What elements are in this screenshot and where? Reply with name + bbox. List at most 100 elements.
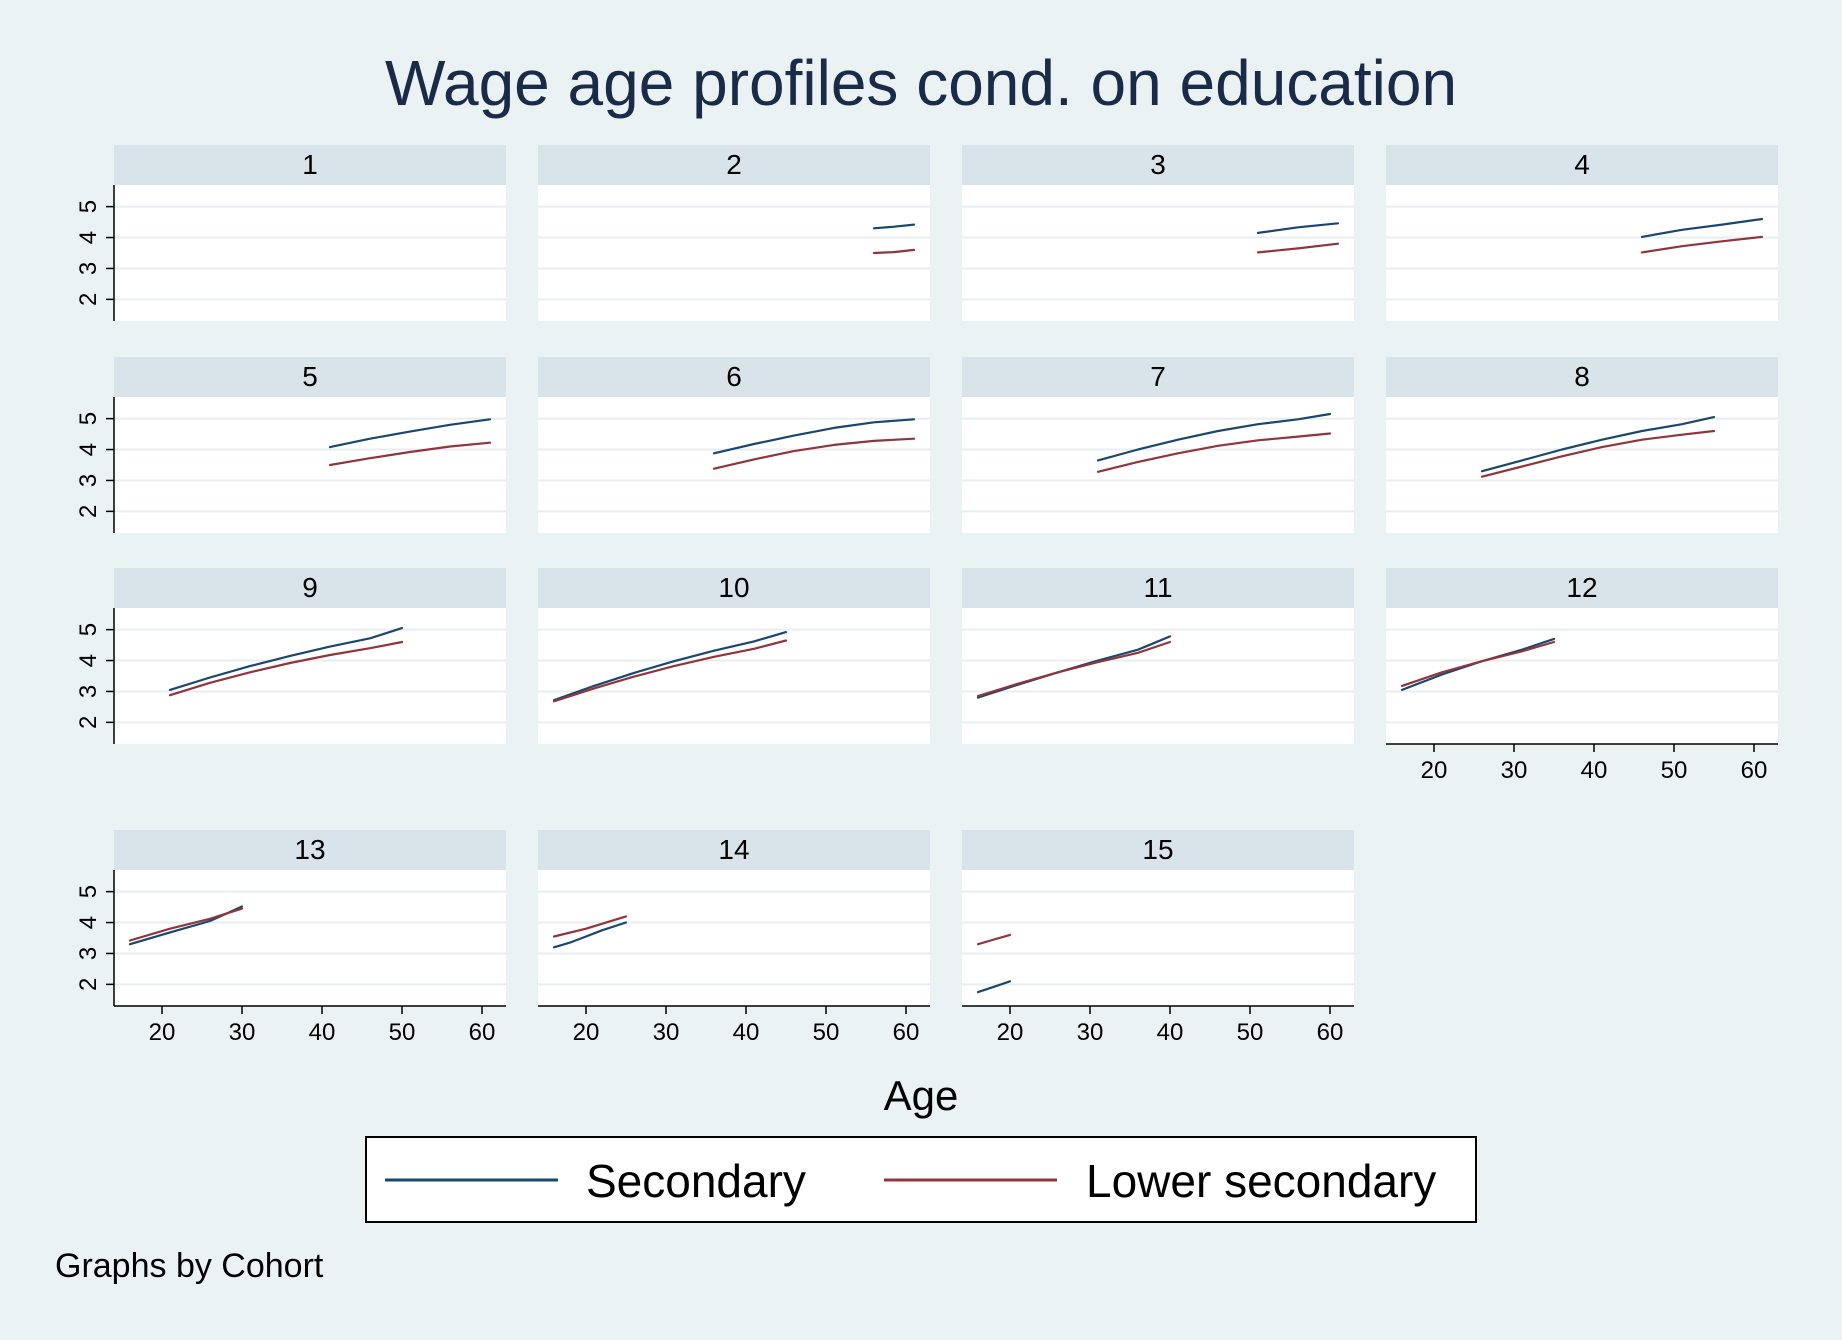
y-tick-label: 2 (75, 978, 102, 991)
panel-header (1386, 568, 1778, 608)
plot-area (538, 185, 930, 321)
y-tick-label: 2 (75, 716, 102, 729)
panel-12: 12 20 30 40 50 60 (1386, 568, 1778, 784)
plot-area (114, 397, 506, 533)
plot-area (1386, 608, 1778, 744)
series-line-secondary (1640, 217, 1764, 238)
x-tick-label: 60 (1741, 757, 1768, 784)
panel-label: 8 (1574, 361, 1590, 392)
series-line-lower-secondary (1256, 242, 1340, 254)
y-tick-label: 2 (75, 505, 102, 518)
panel-header (962, 145, 1354, 185)
series-line-lower-secondary (552, 915, 628, 938)
panel-10: 10 (538, 568, 930, 744)
panel-6: 6 (538, 357, 930, 533)
panel-label: 2 (726, 149, 742, 180)
y-tick-label: 3 (75, 685, 102, 698)
series-line-secondary (168, 626, 404, 692)
series-line-lower-secondary (1400, 640, 1556, 688)
x-tick-label: 50 (1237, 1019, 1264, 1046)
legend-label-secondary: Secondary (586, 1155, 806, 1207)
x-tick-label: 30 (1077, 1019, 1104, 1046)
panel-header (1386, 357, 1778, 397)
panel-header (538, 568, 930, 608)
x-tick-label: 40 (309, 1019, 336, 1046)
y-tick-label: 5 (75, 623, 102, 636)
x-tick-label: 20 (997, 1019, 1024, 1046)
panel-3: 3 (962, 145, 1354, 321)
panel-15: 15 20 30 40 50 60 (962, 830, 1354, 1046)
x-tick-label: 50 (389, 1019, 416, 1046)
series-line-lower-secondary (552, 639, 788, 703)
plot-area (962, 608, 1354, 744)
legend-label-lower-secondary: Lower secondary (1086, 1155, 1436, 1207)
y-tick-label: 4 (75, 443, 102, 456)
graphs-note: Graphs by Cohort (55, 1247, 324, 1285)
panel-header (114, 145, 506, 185)
panel-header (114, 830, 506, 870)
series-line-lower-secondary (976, 640, 1172, 698)
x-tick-label: 20 (1421, 757, 1448, 784)
panel-header (538, 357, 930, 397)
series-line-secondary (712, 418, 916, 455)
y-tick-label: 4 (75, 916, 102, 929)
series-line-lower-secondary (168, 640, 404, 697)
legend: Secondary Lower secondary (365, 1136, 1477, 1223)
series-line-secondary (1256, 222, 1340, 234)
series-line-lower-secondary (1480, 429, 1716, 478)
panel-label: 9 (302, 572, 318, 603)
panel-4: 4 (1386, 145, 1778, 321)
plot-area (962, 870, 1354, 1006)
series-line-lower-secondary (872, 248, 916, 255)
panel-label: 10 (718, 572, 749, 603)
series-line-lower-secondary (1640, 235, 1764, 254)
panel-label: 3 (1150, 149, 1166, 180)
panel-label: 4 (1574, 149, 1590, 180)
panel-5: 5 2 3 4 5 (75, 357, 506, 533)
plot-area (114, 870, 506, 1006)
series-line-lower-secondary (1096, 432, 1332, 473)
x-tick-label: 60 (469, 1019, 496, 1046)
panel-header (962, 357, 1354, 397)
panel-label: 12 (1566, 572, 1597, 603)
y-tick-label: 4 (75, 654, 102, 667)
panel-header (962, 830, 1354, 870)
series-line-lower-secondary (976, 933, 1012, 946)
plot-area (962, 185, 1354, 321)
series-line-secondary (328, 418, 492, 449)
x-tick-label: 40 (1157, 1019, 1184, 1046)
x-tick-label: 20 (573, 1019, 600, 1046)
y-tick-label: 5 (75, 412, 102, 425)
x-axis-label: Age (884, 1072, 959, 1119)
y-tick-label: 5 (75, 885, 102, 898)
panel-label: 11 (1143, 572, 1172, 603)
panel-header (962, 568, 1354, 608)
series-line-secondary (552, 630, 788, 702)
panel-9: 9 2 3 4 5 (75, 568, 506, 744)
panel-2: 2 (538, 145, 930, 321)
y-tick-label: 3 (75, 474, 102, 487)
panel-label: 14 (718, 834, 749, 865)
x-tick-label: 50 (813, 1019, 840, 1046)
panel-label: 7 (1150, 361, 1166, 392)
x-tick-label: 40 (1581, 757, 1608, 784)
series-line-secondary (872, 223, 916, 230)
panel-1: 1 2 3 4 5 (75, 145, 506, 321)
panel-header (114, 568, 506, 608)
panel-label: 1 (302, 149, 318, 180)
panel-label: 6 (726, 361, 742, 392)
panel-8: 8 (1386, 357, 1778, 533)
plot-area (962, 397, 1354, 533)
y-tick-label: 2 (75, 293, 102, 306)
plot-area (538, 870, 930, 1006)
plot-area (114, 608, 506, 744)
x-tick-label: 50 (1661, 757, 1688, 784)
series-line-lower-secondary (328, 441, 492, 467)
x-tick-label: 20 (149, 1019, 176, 1046)
series-line-secondary (976, 980, 1012, 994)
x-tick-label: 30 (653, 1019, 680, 1046)
x-tick-label: 60 (893, 1019, 920, 1046)
panel-header (1386, 145, 1778, 185)
